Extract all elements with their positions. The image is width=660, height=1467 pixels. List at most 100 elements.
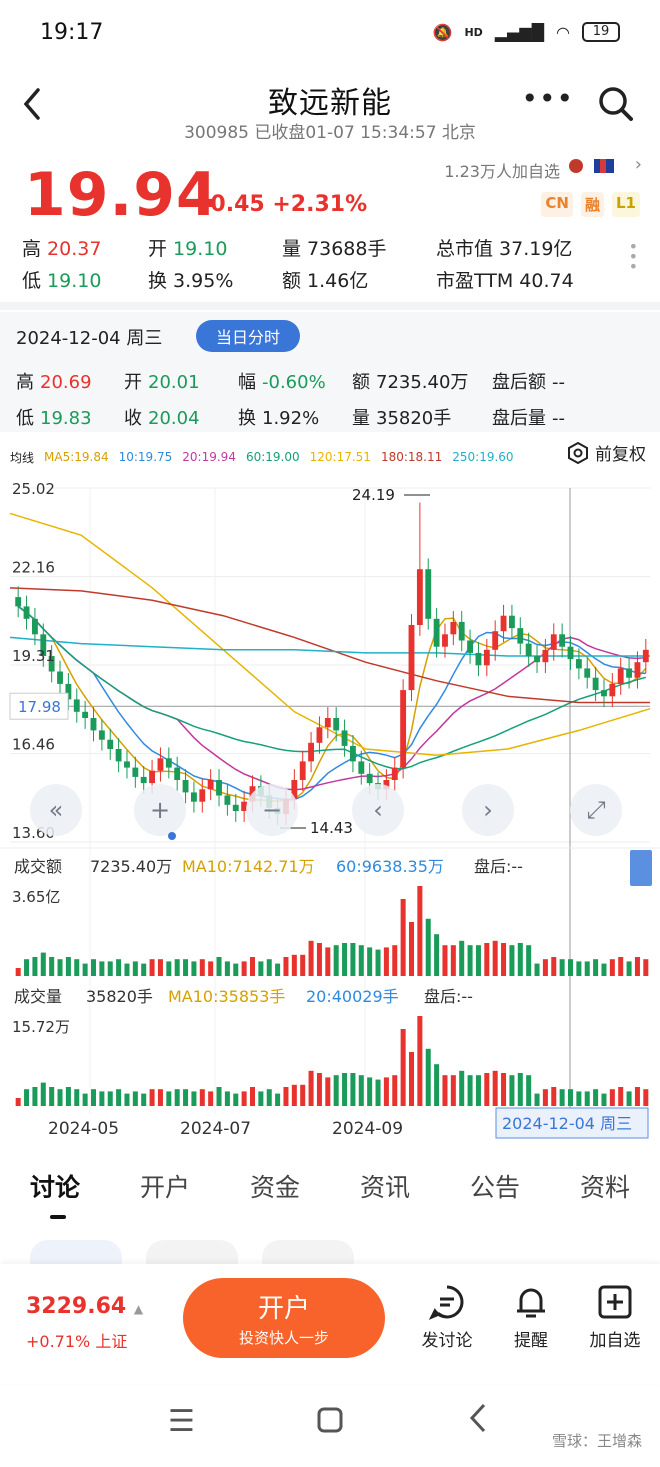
candle-body — [291, 780, 298, 799]
volume-bar — [626, 1091, 632, 1106]
chart-control-button[interactable] — [570, 784, 622, 836]
quote-pe: 市盈TTM 40.74 — [436, 270, 574, 292]
tab-news[interactable]: 资讯 — [359, 1173, 410, 1202]
candle-body — [400, 690, 407, 768]
ma-long-line — [9, 587, 650, 704]
volume-bar — [116, 959, 122, 976]
volume-bar — [24, 1089, 30, 1106]
volume-bar — [316, 943, 322, 976]
chart-control-button[interactable] — [352, 784, 404, 836]
volume-bar — [183, 1089, 189, 1106]
discuss-icon — [428, 1285, 464, 1320]
back-button[interactable] — [20, 84, 44, 133]
quote-mktcap: 总市值 37.19亿 — [436, 238, 573, 260]
volume-bar — [567, 959, 574, 976]
volume-bar — [459, 1070, 465, 1106]
volume-bar — [643, 959, 649, 976]
volume-bar — [567, 1089, 574, 1106]
candle-body — [433, 618, 440, 647]
crosshair-date-label: 2024-12-04 周三 — [502, 1114, 632, 1133]
bell-icon — [517, 1288, 545, 1318]
quote-amount: 额 1.46亿 — [282, 270, 369, 292]
candle-body — [190, 792, 197, 802]
intraday-button[interactable]: 当日分时 — [196, 320, 301, 352]
candle-body — [500, 615, 507, 632]
candle-body — [559, 634, 566, 647]
day-row-2: 低 19.83 收 20.04 换 1.92% 量 35820手 盘后量 -- — [16, 408, 565, 429]
candle-body — [149, 770, 156, 784]
volume-bar — [258, 961, 264, 976]
chart-control-button[interactable] — [246, 784, 298, 836]
volume-bar — [275, 1093, 281, 1106]
candle-body — [349, 745, 356, 762]
candle-body — [65, 683, 72, 700]
tab-funds[interactable]: 资金 — [249, 1173, 300, 1202]
chart-control-button[interactable] — [30, 784, 82, 836]
volume-bar — [367, 1077, 373, 1106]
price-tick-label: 22.16 — [12, 559, 55, 577]
tab-profile[interactable]: 资料 — [579, 1173, 630, 1202]
volume-bar — [542, 1089, 548, 1106]
volume-bar — [350, 943, 356, 976]
expand-dots-icon[interactable]: • • • — [628, 237, 638, 276]
volume-bar — [576, 1091, 582, 1106]
volume-bar — [283, 957, 289, 976]
volume-bar — [216, 1087, 222, 1106]
price-change: +0.45 +2.31% — [192, 192, 368, 217]
search-button[interactable] — [598, 86, 634, 122]
volume-panel-label: 成交量 — [14, 987, 62, 1006]
volume-bar — [618, 957, 624, 976]
candle-body — [82, 711, 89, 719]
chart-control-button[interactable] — [462, 784, 514, 836]
index-value[interactable]: 3229.64 ▲ — [26, 1294, 144, 1319]
volume-panel-label: 盘后:-- — [424, 987, 473, 1006]
quote-high: 高 20.37 — [22, 238, 102, 260]
home-icon[interactable] — [316, 1406, 344, 1442]
volume-bar — [484, 1073, 490, 1106]
search-icon — [599, 87, 633, 121]
volume-bar — [400, 1029, 406, 1106]
discuss-button[interactable]: 发讨论 — [412, 1284, 482, 1351]
volume-bar — [65, 957, 71, 976]
volume-panel-label: MA10:35853手 — [168, 987, 285, 1006]
alert-button[interactable]: 提醒 — [496, 1284, 566, 1351]
tab-discuss[interactable]: 讨论 — [29, 1173, 80, 1202]
watch-count[interactable]: 1.23万人加自选 — [444, 162, 560, 181]
tab-account[interactable]: 开户 — [139, 1173, 190, 1202]
chart-control-icon: › — [483, 796, 493, 824]
high-marker-label: 24.19 — [352, 486, 395, 504]
ma-legend-item: 20:19.94 — [182, 450, 236, 464]
menu-icon[interactable]: ☰ — [168, 1404, 195, 1439]
candle-body — [333, 718, 340, 731]
candle-body — [98, 730, 105, 740]
more-button[interactable]: ••• — [521, 82, 574, 115]
volume-bar — [124, 1093, 130, 1106]
volume-bar — [249, 957, 256, 976]
volume-bar — [82, 1093, 88, 1106]
volume-bar — [174, 1089, 180, 1106]
broker-logo-icon — [569, 159, 614, 173]
candle-body — [308, 742, 315, 762]
last-price: 19.94 — [24, 160, 219, 230]
candle-body — [358, 761, 365, 774]
chart-control-button[interactable] — [134, 784, 186, 836]
adjust-button[interactable]: 前复权 — [567, 440, 646, 465]
open-account-button[interactable]: 开户 投资快人一步 — [183, 1278, 385, 1358]
quote-turnover: 换 3.95% — [148, 270, 234, 292]
candle-body — [467, 640, 474, 653]
broker-logos[interactable] — [566, 156, 618, 176]
volume-bar — [383, 1077, 389, 1106]
candle-body — [492, 631, 499, 650]
tab-announce[interactable]: 公告 — [469, 1173, 520, 1202]
volume-bar — [15, 968, 21, 976]
add-watch-button[interactable]: 加自选 — [580, 1284, 650, 1351]
volume-bar — [417, 1016, 423, 1106]
chevron-right-icon[interactable]: › — [634, 154, 642, 175]
back-nav-icon[interactable] — [466, 1402, 490, 1442]
kline-chart-area[interactable]: 25.02 22.16 19.31 16.46 13.60 17.98 24.19 14.43… — [0, 474, 660, 1154]
candle-body — [383, 780, 390, 790]
candle-body — [508, 615, 515, 629]
volume-bar — [509, 945, 515, 976]
volume-bar — [291, 1084, 297, 1106]
amount-panel-label: 盘后:-- — [474, 857, 523, 876]
